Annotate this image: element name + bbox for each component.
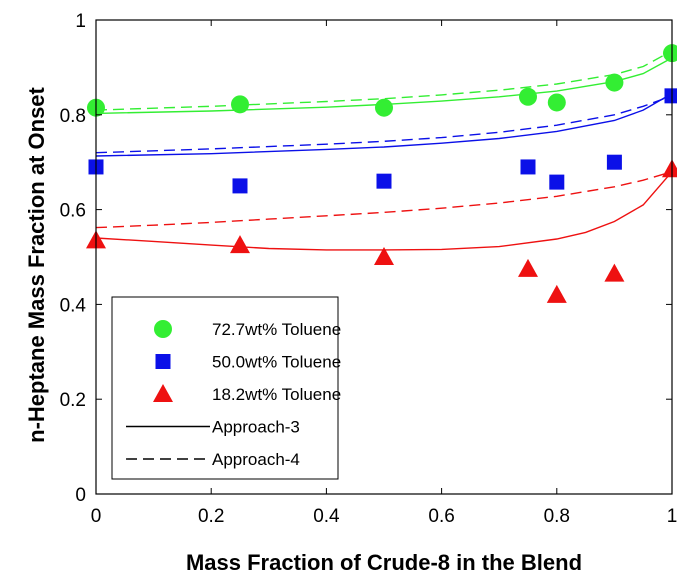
data-point-triangle: [662, 159, 677, 178]
legend-item: 18.2wt% Toluene: [153, 384, 341, 404]
y-tick-labels: 0 0.2 0.4 0.6 0.8 1: [60, 11, 87, 506]
legend-label: Approach-4: [212, 450, 300, 469]
legend-circle-marker: [154, 320, 172, 338]
legend-label: 50.0wt% Toluene: [212, 353, 341, 372]
y-tick-label: 1: [75, 11, 86, 32]
x-tick-label: 0.2: [198, 506, 224, 527]
legend-square-marker: [155, 354, 171, 369]
legend-item: 50.0wt% Toluene: [155, 353, 341, 372]
x-tick-label: 0: [91, 506, 102, 527]
legend-box: [111, 296, 339, 480]
plot-frame: [95, 19, 673, 495]
x-tick-labels: 0 0.2 0.4 0.6 0.8 1: [91, 506, 677, 527]
legend-item: Approach-3: [126, 418, 300, 437]
curve-approach-4: [95, 171, 673, 229]
data-point-square: [520, 159, 536, 175]
data-point-square: [549, 174, 565, 190]
y-tick-label: 0.6: [60, 201, 86, 222]
legend-triangle-marker: [153, 384, 173, 402]
y-axis-label: n-Heptane Mass Fraction at Onset: [24, 86, 49, 442]
data-point-triangle: [546, 284, 567, 303]
x-tick-label: 1: [667, 506, 677, 527]
x-tick-label: 0.6: [428, 506, 454, 527]
legend-label: Approach-3: [212, 418, 300, 437]
data-point-circle: [547, 93, 566, 112]
x-axis-label: Mass Fraction of Crude-8 in the Blend: [186, 550, 582, 575]
data-point-triangle: [518, 258, 538, 277]
data-point-triangle: [374, 247, 394, 265]
data-point-circle: [375, 98, 393, 117]
data-point-circle: [231, 95, 249, 114]
x-tick-label: 0.8: [544, 506, 570, 527]
y-tick-label: 0: [75, 485, 86, 506]
curve-approach-4: [95, 50, 673, 111]
data-point-circle: [605, 73, 624, 92]
data-point-triangle: [604, 263, 625, 282]
data-point-square: [232, 178, 248, 194]
model-curves: [95, 50, 673, 251]
axis-ticks: [95, 19, 673, 495]
data-point-circle: [519, 87, 537, 106]
curve-approach-4: [95, 95, 673, 154]
legend-item: Approach-4: [126, 450, 300, 469]
data-point-square: [606, 154, 622, 170]
legend-item: 72.7wt% Toluene: [154, 320, 341, 339]
y-tick-label: 0.2: [60, 390, 86, 411]
y-tick-label: 0.8: [60, 106, 86, 127]
x-tick-label: 0.4: [313, 506, 340, 527]
data-point-square: [664, 88, 677, 104]
curve-approach-3: [95, 92, 673, 157]
data-point-square: [376, 173, 392, 189]
data-point-triangle: [230, 235, 250, 254]
legend-label: 18.2wt% Toluene: [212, 385, 341, 404]
curve-approach-3: [95, 171, 673, 251]
legend: 72.7wt% Toluene 50.0wt% Toluene 18.2wt% To…: [111, 296, 341, 480]
curve-approach-3: [95, 57, 673, 115]
data-point-circle: [663, 44, 677, 63]
legend-label: 72.7wt% Toluene: [212, 320, 341, 339]
y-tick-label: 0.4: [60, 295, 87, 316]
data-markers: [86, 44, 677, 303]
